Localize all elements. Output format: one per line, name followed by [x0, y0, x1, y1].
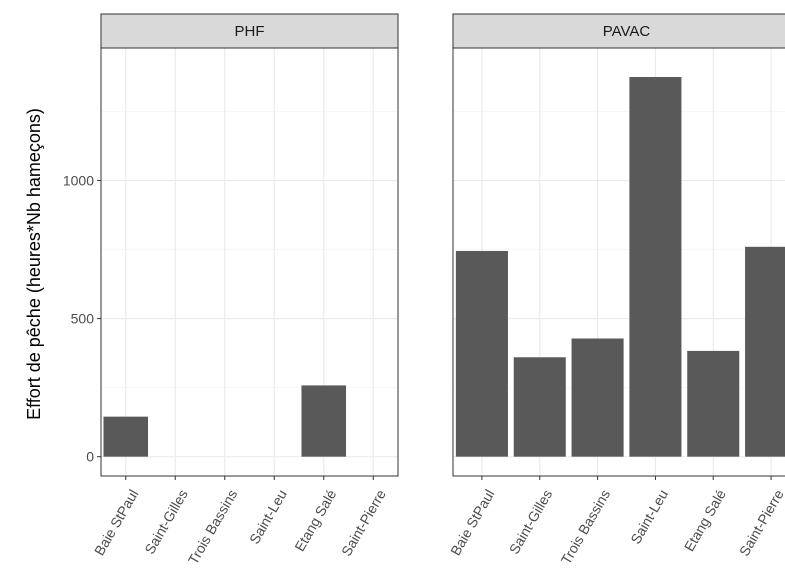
y-tick-label: 500 [71, 311, 95, 327]
bar-pavac-4 [629, 76, 682, 457]
x-tick-label: Saint-Pierre [736, 487, 785, 559]
bar-pavac-2 [513, 357, 566, 457]
bar-pavac-1 [455, 250, 508, 457]
facet-strip-label-pavac: PAVAC [603, 23, 651, 40]
x-tick-label: Saint-Leu [627, 487, 671, 547]
x-tick-label: Saint-Pierre [338, 487, 389, 559]
facet-strip-label-phf: PHF [235, 23, 265, 40]
x-tick-label: Baie StPaul [447, 487, 497, 558]
x-tick-label: Trois Bassins [558, 487, 614, 567]
bar-pavac-5 [687, 350, 740, 457]
bar-pavac-6 [745, 246, 785, 457]
x-tick-label: Saint-Leu [246, 487, 290, 547]
bar-phf-5 [301, 385, 347, 457]
facet-strip-phf [100, 13, 399, 49]
y-tick-label: 0 [86, 449, 94, 465]
x-tick-label: Baie StPaul [91, 487, 141, 558]
x-tick-label: Etang Salé [681, 487, 729, 555]
y-tick-label: 1000 [63, 173, 94, 189]
facet-strip-pavac [452, 13, 785, 49]
bar-phf-1 [103, 416, 149, 457]
x-tick-label: Trois Bassins [185, 487, 241, 567]
y-axis-title: Effort de pêche (heures*Nb hameçons) [24, 108, 44, 420]
x-tick-label: Saint-Gilles [506, 487, 556, 557]
panel-background-phf [101, 48, 398, 476]
x-tick-label: Etang Salé [291, 487, 339, 555]
x-tick-label: Saint-Gilles [141, 487, 191, 557]
bar-pavac-3 [571, 338, 624, 457]
